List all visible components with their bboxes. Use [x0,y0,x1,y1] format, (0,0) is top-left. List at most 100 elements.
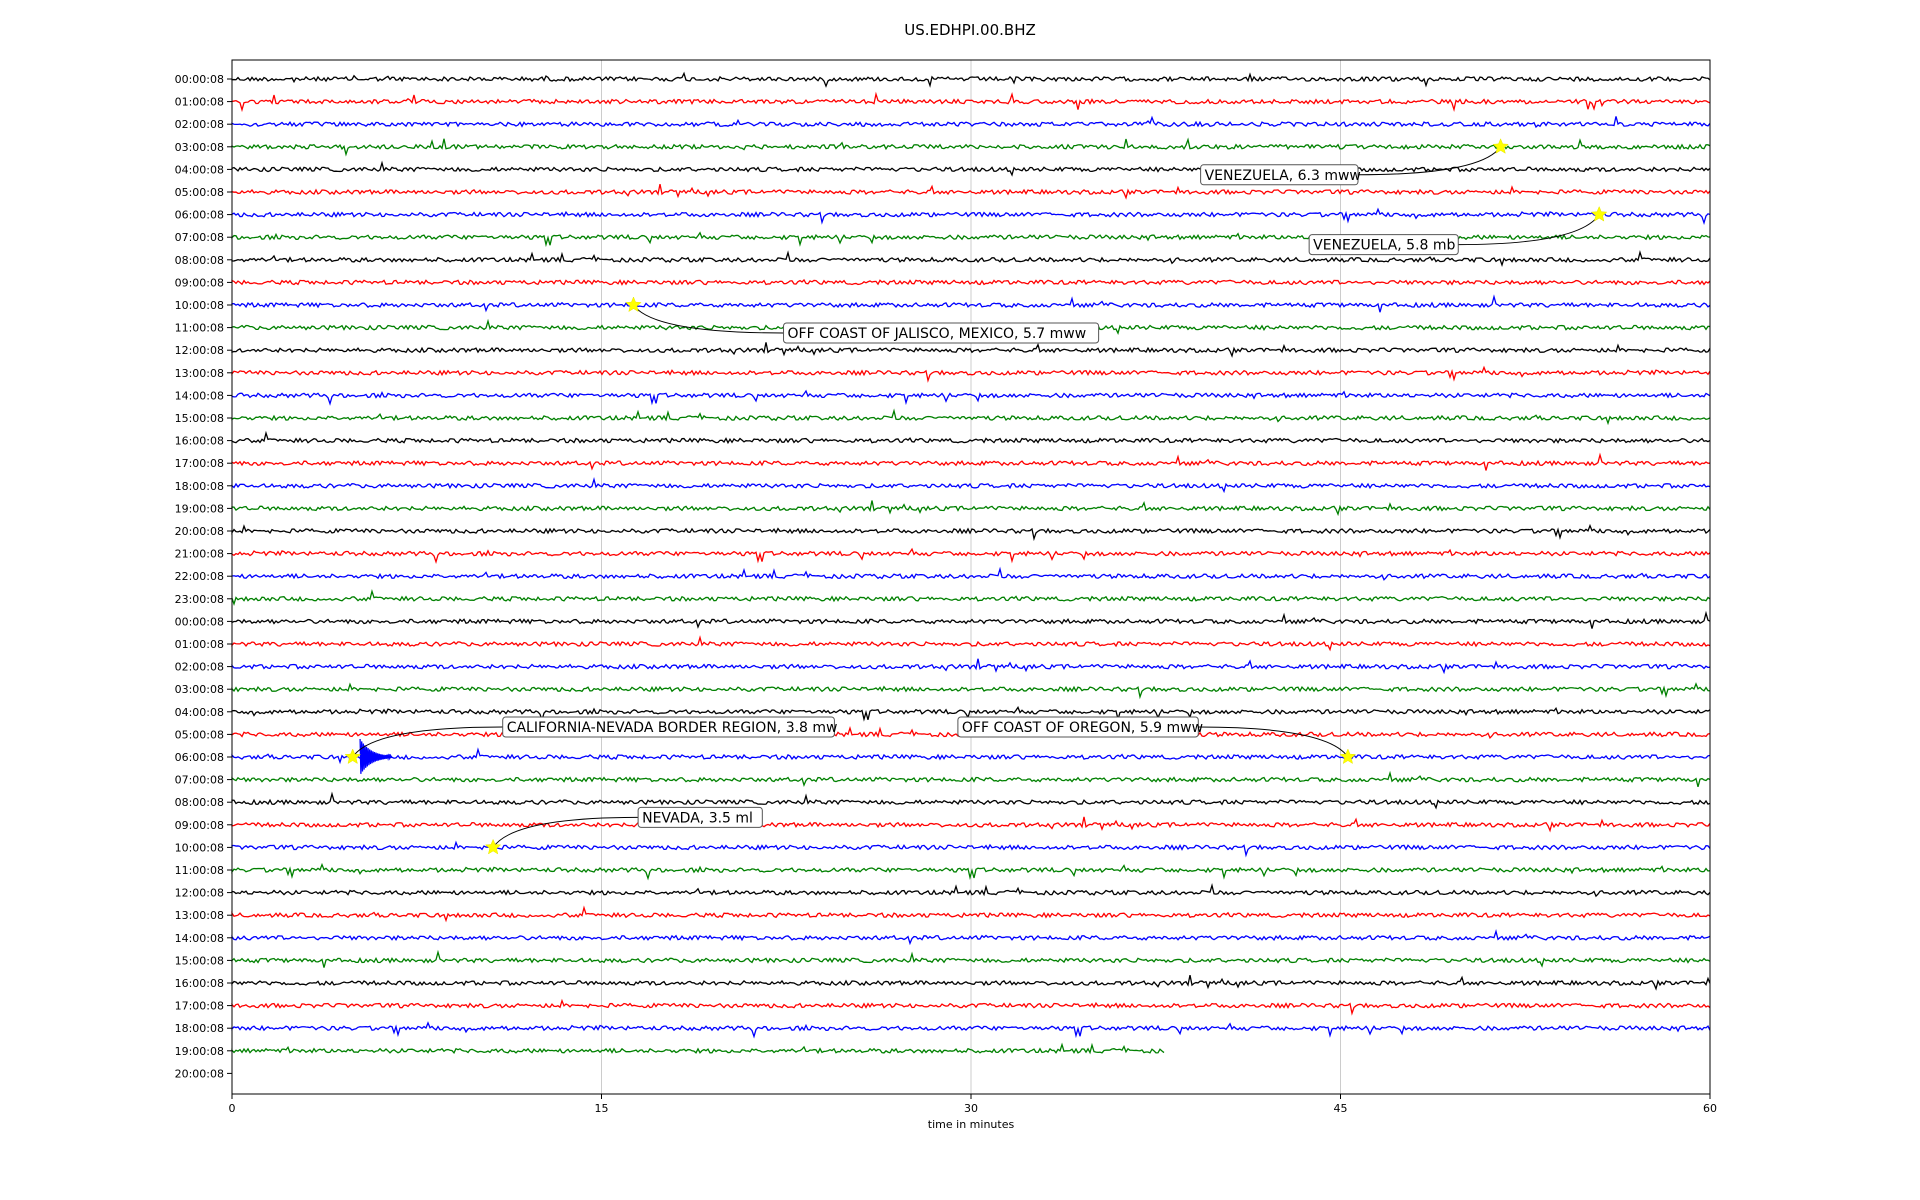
row-time-label: 02:00:08 [175,118,224,131]
row-time-label: 07:00:08 [175,774,224,787]
row-time-label: 20:00:08 [175,525,224,538]
trace-row [231,547,1711,565]
trace-row [231,566,1711,581]
event-annotation: OFF COAST OF JALISCO, MEXICO, 5.7 mww [625,296,1100,344]
trace-row [231,430,1711,445]
event-label: NEVADA, 3.5 ml [642,810,753,826]
event-star-marker [1590,205,1608,222]
event-connector [492,816,639,848]
trace-row [231,840,1711,858]
trace-row [231,365,1711,383]
row-time-label: 02:00:08 [175,661,224,674]
row-time-label: 13:00:08 [175,367,224,380]
event-connector [633,304,784,334]
trace-row [231,862,1711,881]
row-time-label: 16:00:08 [175,435,224,448]
event-annotation: OFF COAST OF OREGON, 5.9 mww [957,716,1357,765]
row-time-label: 14:00:08 [175,389,224,402]
x-tick-label: 60 [1703,1102,1717,1115]
event-label-box [783,322,1100,344]
trace-row [231,207,1711,226]
trace-row [231,408,1711,426]
row-time-label: 07:00:08 [175,231,224,244]
event-star-marker [625,296,642,313]
x-axis-ticks: 0 15 30 45 60 [229,1094,1717,1115]
event-annotation: CALIFORNIA-NEVADA BORDER REGION, 3.8 mw [344,716,838,765]
trace-row [231,137,1711,157]
event-label-box [637,806,763,828]
trace-row [231,747,1711,765]
trace-row [231,278,1711,286]
row-time-label: 04:00:08 [175,706,224,719]
trace-row [231,183,1711,200]
row-time-label: 17:00:08 [175,1000,224,1013]
trace-row [231,998,1711,1016]
x-tick-label: 45 [1334,1102,1348,1115]
trace-row [231,342,1711,358]
row-time-label: 18:00:08 [175,480,224,493]
row-time-label: 09:00:08 [175,276,224,289]
trace-row [231,974,1711,991]
row-time-label: 06:00:08 [175,209,224,222]
row-time-label: 16:00:08 [175,977,224,990]
trace-row [231,883,1711,898]
trace-row [231,1021,1711,1039]
trace-row [231,389,1711,406]
row-time-label: 19:00:08 [175,1045,224,1058]
row-time-label: 13:00:08 [175,909,224,922]
trace-row [231,929,1711,946]
row-time-label: 12:00:08 [175,887,224,900]
row-time-label: 05:00:08 [175,186,224,199]
trace-row [231,249,1711,268]
trace-row [231,71,1711,88]
trace-row [231,658,1711,675]
trace-row [231,160,1711,177]
row-time-label: 08:00:08 [175,254,224,267]
event-label: OFF COAST OF OREGON, 5.9 mww [962,720,1203,736]
event-star-marker [484,838,502,855]
row-time-label: 17:00:08 [175,457,224,470]
row-time-label: 10:00:08 [175,841,224,854]
row-time-label: 01:00:08 [175,96,224,109]
event-annotation: VENEZUELA, 6.3 mww [1200,138,1509,186]
trace-row [231,231,1711,248]
trace-row [231,1042,1165,1055]
trace-row [231,452,1711,471]
event-annotation: VENEZUELA, 5.8 mb [1308,205,1608,256]
trace-row [231,500,1711,517]
row-time-label: 21:00:08 [175,548,224,561]
row-time-label: 22:00:08 [175,570,224,583]
row-time-label: 03:00:08 [175,683,224,696]
trace-row [231,635,1711,652]
row-time-label: 19:00:08 [175,502,224,515]
row-time-label: 11:00:08 [175,322,224,335]
trace-row [231,816,1711,833]
trace-row [231,523,1711,542]
row-time-label: 23:00:08 [175,593,224,606]
event-star-marker [1339,748,1357,765]
row-time-label: 11:00:08 [175,864,224,877]
trace-row [231,705,1711,723]
trace-row [231,91,1711,113]
event-label: CALIFORNIA-NEVADA BORDER REGION, 3.8 mw [507,720,838,736]
event-label: VENEZUELA, 6.3 mww [1205,168,1361,184]
event-annotation: NEVADA, 3.5 ml [484,806,763,855]
row-time-label: 06:00:08 [175,751,224,764]
row-time-label: 01:00:08 [175,638,224,651]
x-tick-label: 30 [964,1102,978,1115]
x-tick-label: 0 [229,1102,236,1115]
event-connector [1458,214,1600,246]
trace-lines [231,71,1711,1055]
row-time-label: 03:00:08 [175,141,224,154]
trace-row [231,610,1711,629]
trace-row [231,791,1711,810]
trace-row [231,770,1711,788]
row-time-label: 20:00:08 [175,1067,224,1080]
row-time-label: 00:00:08 [175,73,224,86]
x-axis-label: time in minutes [928,1118,1015,1131]
row-time-label: 04:00:08 [175,163,224,176]
trace-row [231,682,1711,700]
row-time-label: 12:00:08 [175,344,224,357]
event-star-marker [1492,138,1509,154]
